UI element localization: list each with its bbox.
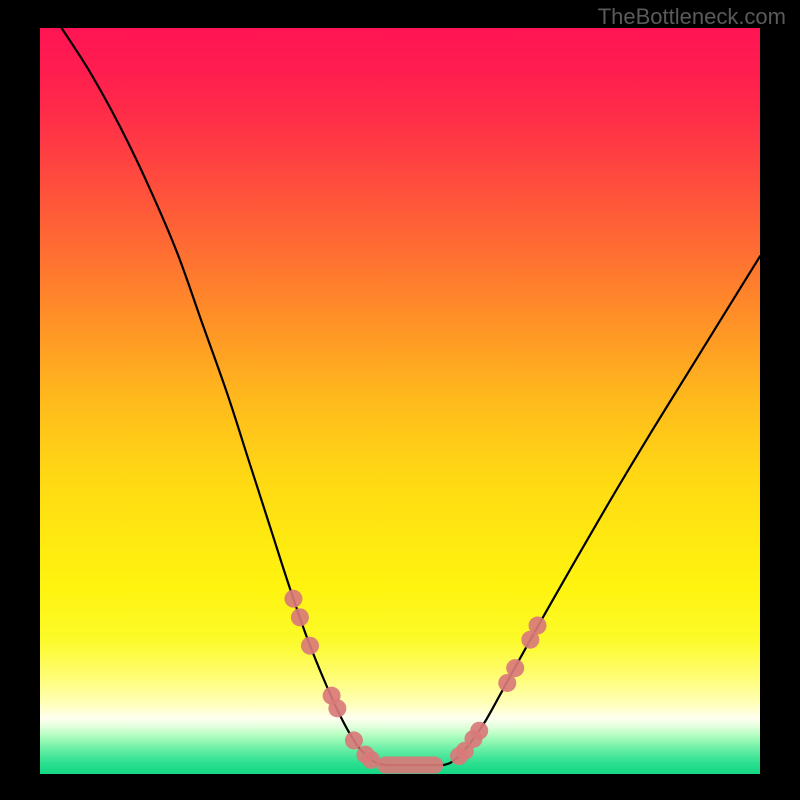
optimal-range-bar [377, 757, 443, 774]
data-point-left [284, 590, 302, 608]
data-point-left [301, 637, 319, 655]
data-point-left [328, 699, 346, 717]
data-point-left [291, 608, 309, 626]
data-point-right [529, 617, 547, 635]
watermark-text: TheBottleneck.com [598, 4, 786, 30]
bottleneck-chart [40, 28, 760, 774]
data-point-right [470, 722, 488, 740]
data-point-left [345, 731, 363, 749]
data-point-left [362, 751, 380, 769]
data-point-right [506, 659, 524, 677]
chart-canvas: TheBottleneck.com [0, 0, 800, 800]
gradient-background [40, 28, 760, 774]
